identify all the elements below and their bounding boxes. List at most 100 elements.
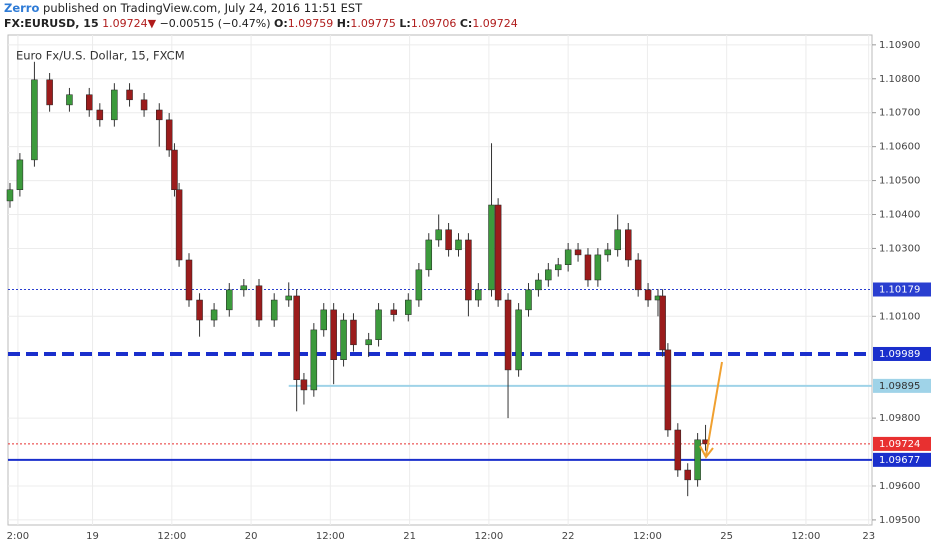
price-label: 1.09677 [879,455,920,466]
y-tick-label: 1.10300 [879,243,920,254]
o: 1.09759 [287,17,334,30]
candle-body [564,249,572,265]
publish-line: Zerro published on TradingView.com, July… [4,0,518,16]
candle-body [604,249,612,256]
x-tick-label: 12:00 [792,531,821,542]
candle-body [310,329,318,391]
candle-body [330,309,337,360]
candle-body [66,94,73,106]
l-label: L: [399,17,411,30]
candle-body [455,239,462,251]
candle-body [111,89,118,121]
c: 1.09724 [472,17,518,30]
candle-body [465,239,472,301]
candle-body [293,295,300,381]
y-tick-label: 1.09800 [879,413,920,424]
candle-body [674,429,682,471]
plot-frame [7,34,873,526]
l: 1.09706 [410,17,457,30]
candle-body [165,119,173,151]
candle-body [46,79,53,106]
x-tick-label: 22 [562,531,575,542]
candle-body [445,229,452,251]
price-label: 1.09724 [879,439,920,450]
candle-body [435,229,442,241]
candle-body [488,204,495,291]
candle-body [535,279,542,291]
candle-body [240,285,248,291]
header: Zerro published on TradingView.com, July… [4,0,518,32]
candle-body [504,299,512,371]
candle-body [644,289,652,301]
candle-body [300,379,308,391]
h-label: H: [336,17,351,30]
candle-body [126,89,133,101]
candle-body [340,319,347,360]
x-tick-label: 20 [245,531,258,542]
candle-body [350,319,357,346]
y-tick-label: 1.09600 [879,481,920,492]
candle-body [156,109,163,121]
candle-body [85,94,93,111]
x-tick-label: 12:00 [316,531,345,542]
x-tick-label: 19 [86,531,99,542]
candle-body [175,189,183,261]
candle-body [96,109,104,121]
candle-body [16,159,24,190]
candle-body [515,309,522,371]
candle-body [185,259,193,301]
candle-body [694,439,701,481]
candle-body [210,309,218,321]
byline: published on TradingView.com, July 24, 2… [43,1,363,15]
last: 1.09724 [102,17,148,30]
candle-body [255,285,263,321]
change: −0.00515 (−0.47%) [159,17,271,30]
candle-body [6,189,14,202]
annotation-arrow [699,361,723,459]
candle-body [171,149,178,190]
quote-line: FX:EURUSD, 15 1.09724▼ −0.00515 (−0.47%)… [4,16,518,32]
x-tick-label: 25 [720,531,733,542]
candle-body [574,249,582,256]
price-label-box [873,452,931,467]
c-label: C: [459,17,473,30]
candle-body [684,469,691,481]
arrow-shaft [705,361,723,457]
y-tick-label: 1.10900 [879,40,920,51]
candle-body [390,309,398,315]
candle-body [196,299,203,321]
y-tick-label: 1.10800 [879,74,920,85]
candle-body [625,229,632,261]
chart-title: Euro Fx/U.S. Dollar, 15, FXCM [16,49,185,63]
arrow: ▼ [147,17,157,30]
candle-body [664,349,672,431]
y-tick-label: 1.09500 [879,515,920,526]
o-label: O: [274,17,288,30]
price-label: 1.10179 [879,285,920,296]
h: 1.09775 [350,17,396,30]
x-tick-label: 12:00 [157,531,186,542]
candle-body [584,254,592,281]
x-tick-label: 23 [862,531,875,542]
candle-body [614,229,621,251]
symbol: FX:EURUSD, 15 [4,17,99,30]
y-tick-label: 1.10600 [879,142,920,153]
candle-body [594,254,602,281]
candle-body [226,289,233,311]
candle-body [415,269,423,301]
candle-body [31,79,38,161]
y-tick-label: 1.10100 [879,311,920,322]
candle-body [545,269,552,281]
author[interactable]: Zerro [4,1,40,15]
candle-body [525,289,532,311]
candle-body [475,289,482,301]
candle-body [494,204,502,301]
y-tick-label: 1.10700 [879,108,920,119]
price-label: 1.09989 [879,349,920,360]
candle-body [365,339,372,346]
price-label-box [873,282,931,297]
candle-body [140,99,148,111]
y-tick-label: 1.10500 [879,176,920,187]
